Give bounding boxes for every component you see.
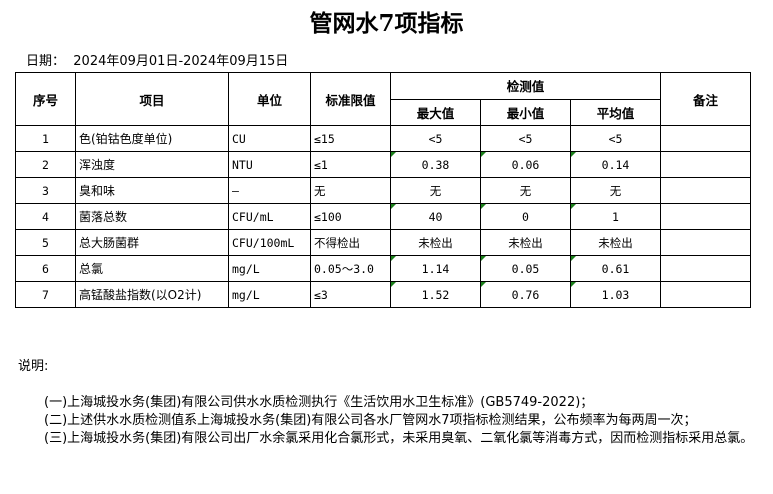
cell-min: 0 bbox=[480, 203, 571, 230]
cell-limit: 无 bbox=[310, 177, 391, 204]
table-row: 2 浑浊度 NTU ≤1 0.38 0.06 0.14 bbox=[15, 151, 751, 178]
cell-item: 菌落总数 bbox=[75, 203, 229, 230]
cell-limit: ≤1 bbox=[310, 151, 391, 178]
header-max: 最大值 bbox=[390, 98, 481, 126]
table-row: 6 总氯 mg/L 0.05～3.0 1.14 0.05 0.61 bbox=[15, 255, 751, 282]
cell-min: 无 bbox=[480, 177, 571, 204]
page-title: 管网水7项指标 bbox=[309, 10, 464, 37]
cell-avg: 0.14 bbox=[570, 151, 661, 178]
cell-min: 0.05 bbox=[480, 255, 571, 282]
cell-seq: 3 bbox=[15, 177, 76, 204]
cell-unit: mg/L bbox=[228, 281, 311, 308]
note-item: (三)上海城投水务(集团)有限公司出厂水余氯采用化合氯形式，未采用臭氧、二氧化氯… bbox=[18, 431, 754, 446]
cell-remark bbox=[660, 281, 751, 308]
cell-unit: NTU bbox=[228, 151, 311, 178]
cell-seq: 2 bbox=[15, 151, 76, 178]
cell-limit: 不得检出 bbox=[310, 229, 391, 256]
header-item: 项目 bbox=[75, 72, 229, 126]
cell-item: 浑浊度 bbox=[75, 151, 229, 178]
date-range: 日期： 2024年09月01日-2024年09月15日 bbox=[26, 50, 288, 69]
notes: 说明: (一)上海城投水务(集团)有限公司供水水质检测执行《生活饮用水卫生标准》… bbox=[18, 358, 758, 448]
cell-max: 0.38 bbox=[390, 151, 481, 178]
table-row: 3 臭和味 — 无无无无 bbox=[15, 177, 751, 204]
cell-unit: — bbox=[228, 177, 311, 204]
cell-item: 总氯 bbox=[75, 255, 229, 282]
header-seq: 序号 bbox=[15, 72, 76, 126]
cell-limit: 0.05～3.0 bbox=[310, 255, 391, 282]
note-item: (一)上海城投水务(集团)有限公司供水水质检测执行《生活饮用水卫生标准》(GB5… bbox=[18, 395, 594, 410]
cell-remark bbox=[660, 229, 751, 256]
header-unit: 单位 bbox=[228, 72, 311, 126]
cell-item: 高锰酸盐指数(以O2计) bbox=[75, 281, 229, 308]
cell-avg: <5 bbox=[570, 125, 661, 152]
cell-limit: ≤3 bbox=[310, 281, 391, 308]
cell-max: 40 bbox=[390, 203, 481, 230]
cell-min: <5 bbox=[480, 125, 571, 152]
cell-avg: 0.61 bbox=[570, 255, 661, 282]
cell-unit: CU bbox=[228, 125, 311, 152]
cell-max: 未检出 bbox=[390, 229, 481, 256]
cell-item: 色(铂钴色度单位) bbox=[75, 125, 229, 152]
cell-avg: 无 bbox=[570, 177, 661, 204]
cell-unit: CFU/mL bbox=[228, 203, 311, 230]
table-row: 5 总大肠菌群 CFU/100mL 不得检出 未检出 未检出 未检出 bbox=[15, 229, 751, 256]
water-quality-table: 序号 项目 单位 标准限值 检测值 备注 最大值 最小值 平均值 1 色(铂钴色度… bbox=[15, 72, 751, 308]
cell-item: 臭和味 bbox=[75, 177, 229, 204]
cell-remark bbox=[660, 125, 751, 152]
cell-max: <5 bbox=[390, 125, 481, 152]
notes-heading: 说明: bbox=[18, 359, 49, 374]
header-measured: 检测值 bbox=[390, 72, 661, 100]
cell-min: 未检出 bbox=[480, 229, 571, 256]
cell-max: 1.52 bbox=[390, 281, 481, 308]
cell-seq: 4 bbox=[15, 203, 76, 230]
table-row: 1 色(铂钴色度单位) CU ≤15 <5 <5 <5 bbox=[15, 125, 751, 152]
table-row: 4 菌落总数 CFU/mL ≤100 40 0 1 bbox=[15, 203, 751, 230]
cell-remark bbox=[660, 151, 751, 178]
cell-seq: 1 bbox=[15, 125, 76, 152]
date-value: 2024年09月01日-2024年09月15日 bbox=[73, 54, 289, 69]
cell-unit: CFU/100mL bbox=[228, 229, 311, 256]
header-min: 最小值 bbox=[480, 98, 571, 126]
cell-limit: ≤100 bbox=[310, 203, 391, 230]
date-label: 日期： bbox=[26, 54, 66, 69]
cell-avg: 未检出 bbox=[570, 229, 661, 256]
table-row: 7 高锰酸盐指数(以O2计) mg/L ≤3 1.52 0.76 1.03 bbox=[15, 281, 751, 308]
cell-min: 0.76 bbox=[480, 281, 571, 308]
cell-item: 总大肠菌群 bbox=[75, 229, 229, 256]
cell-seq: 5 bbox=[15, 229, 76, 256]
header-remark: 备注 bbox=[660, 72, 751, 126]
cell-max: 1.14 bbox=[390, 255, 481, 282]
cell-remark bbox=[660, 255, 751, 282]
cell-seq: 6 bbox=[15, 255, 76, 282]
cell-limit: ≤15 bbox=[310, 125, 391, 152]
cell-max: 无 bbox=[390, 177, 481, 204]
cell-min: 0.06 bbox=[480, 151, 571, 178]
cell-avg: 1 bbox=[570, 203, 661, 230]
header-avg: 平均值 bbox=[570, 98, 661, 126]
note-item: (二)上述供水水质检测值系上海城投水务(集团)有限公司各水厂管网水7项指标检测结… bbox=[18, 413, 697, 428]
header-limit: 标准限值 bbox=[310, 72, 391, 126]
cell-unit: mg/L bbox=[228, 255, 311, 282]
cell-remark bbox=[660, 177, 751, 204]
cell-remark bbox=[660, 203, 751, 230]
cell-avg: 1.03 bbox=[570, 281, 661, 308]
cell-seq: 7 bbox=[15, 281, 76, 308]
